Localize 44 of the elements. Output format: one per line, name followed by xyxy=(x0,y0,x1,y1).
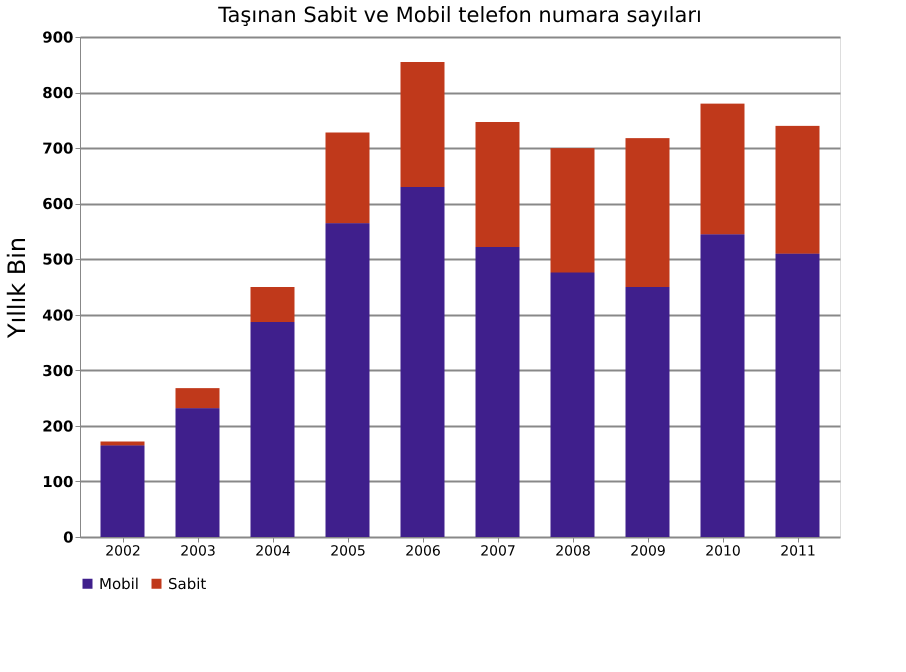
y-tick-label: 300 xyxy=(42,362,74,380)
x-tick-label: 2008 xyxy=(555,544,591,560)
y-tick-label: 800 xyxy=(42,84,74,102)
bar xyxy=(776,254,820,537)
y-tick-label: 700 xyxy=(42,140,74,158)
y-tick-label: 500 xyxy=(42,250,74,269)
bar xyxy=(100,441,144,446)
x-tick-label: 2006 xyxy=(405,544,441,560)
bar xyxy=(250,322,294,537)
bar xyxy=(326,223,370,537)
legend-label: Mobil xyxy=(99,574,139,593)
x-tick-label: 2004 xyxy=(255,544,291,560)
y-tick-label: 0 xyxy=(63,528,74,546)
bar xyxy=(176,408,220,537)
bar xyxy=(100,445,144,537)
x-tick-label: 2009 xyxy=(630,544,666,560)
x-tick-label: 2005 xyxy=(330,544,366,560)
bar xyxy=(250,287,294,322)
x-tick-label: 2007 xyxy=(480,544,516,560)
bar xyxy=(626,287,670,537)
y-tick-label: 200 xyxy=(42,417,74,436)
bar xyxy=(776,126,820,254)
bar xyxy=(400,187,444,537)
x-tick-label: 2002 xyxy=(105,544,141,560)
y-tick-label: 100 xyxy=(42,472,74,491)
y-tick-label: 900 xyxy=(42,28,74,46)
bar xyxy=(176,388,220,408)
x-tick-label: 2010 xyxy=(705,544,741,560)
x-tick-label: 2011 xyxy=(780,544,816,560)
x-tick-label: 2003 xyxy=(180,544,216,560)
y-tick-label: 400 xyxy=(42,306,74,324)
bar xyxy=(476,247,520,537)
bar xyxy=(550,148,594,273)
bar xyxy=(700,234,744,537)
y-tick-label: 600 xyxy=(42,195,74,214)
bar xyxy=(700,104,744,234)
legend-label: Sabit xyxy=(168,574,206,593)
bar xyxy=(400,62,444,187)
y-axis-title: Yıllık Bin xyxy=(3,236,32,340)
chart-title: Taşınan Sabit ve Mobil telefon numara sayıları xyxy=(217,3,702,27)
bar xyxy=(476,122,520,247)
bar xyxy=(550,272,594,537)
bar xyxy=(626,138,670,287)
bar xyxy=(326,132,370,224)
